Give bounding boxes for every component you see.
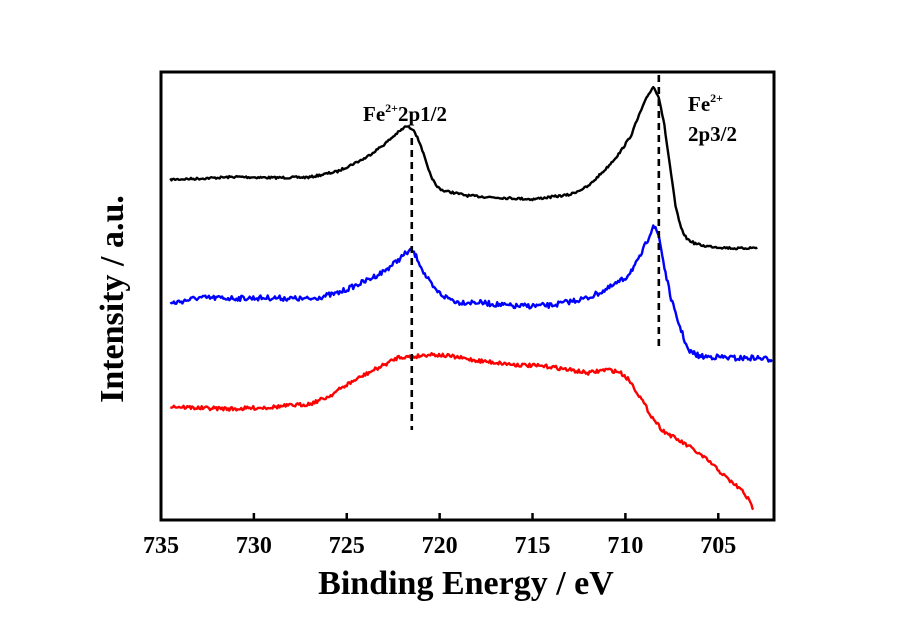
annotation-fe-2p3-2-charge: 2+ [710,91,723,105]
x-tick-label-725: 725 [329,533,365,559]
annotation-fe-2p3-2-orbital: 2p3/2 [688,122,737,146]
annotation-fe-2p3-2-line1: Fe2+ [688,91,723,116]
annotation-fe-2p1-2: Fe2+2p1/2 [363,101,447,126]
annotation-fe-2p1-2-element: Fe [363,102,385,126]
spectrum-line-2 [169,224,774,363]
x-tick-label-710: 710 [607,533,643,559]
annotation-fe-2p1-2-orbital: 2p1/2 [398,102,447,126]
annotation-fe-2p3-2-element: Fe [688,92,710,116]
series-layer [169,86,774,511]
x-tick-label-705: 705 [700,533,736,559]
spectrum-line-3 [170,352,755,511]
x-tick-label-735: 735 [143,533,179,559]
y-axis-label: Intensity / a.u. [94,195,131,403]
reference-lines [410,75,661,430]
annotation-fe-2p1-2-charge: 2+ [385,101,398,115]
x-tick-label-730: 730 [236,533,272,559]
x-axis-label: Binding Energy / eV [318,565,614,602]
x-ticks: 735 730 725 720 715 710 705 [143,513,736,559]
x-tick-label-715: 715 [515,533,551,559]
x-tick-label-720: 720 [422,533,458,559]
spectrum-line-1 [169,86,758,251]
plot-frame [159,70,776,522]
